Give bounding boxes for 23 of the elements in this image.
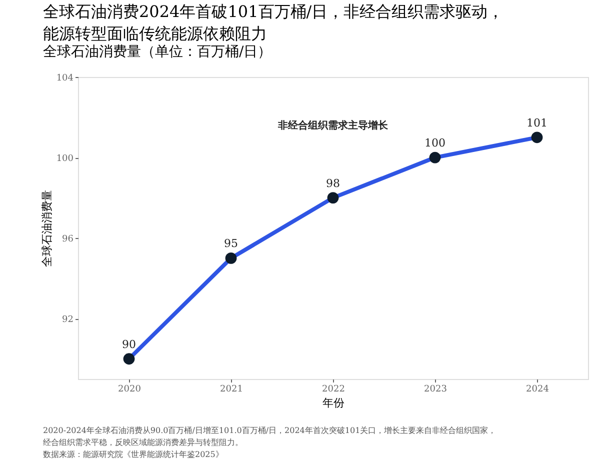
text: 能源转型面临传统能源依赖阻力	[43, 24, 267, 43]
data-label: 101	[526, 116, 548, 130]
data-label: 95	[224, 237, 238, 250]
data-label: 90	[122, 338, 136, 351]
y-tick-label: 100	[56, 154, 74, 164]
source-note: 数据来源：能源研究院《世界能源统计年鉴2025》	[43, 450, 224, 459]
x-tick-label: 2021	[220, 384, 243, 394]
text: 经合组织需求平稳，反映区域能源消费差异与转型阻力。	[43, 438, 243, 447]
text: 2020-2024年全球石油消费从90.0百万桶/日增至101.0百万桶/日，2024年首次突破101关口，增长主要来自非经合组织国家，	[43, 426, 496, 435]
x-tick-label: 2020	[118, 384, 142, 394]
annotation: 非经合组织需求主导增长	[277, 119, 389, 132]
y-axis-title: 全球石油消费量	[40, 190, 54, 267]
y-tick-label: 92	[62, 315, 74, 326]
y-tick-label: 104	[56, 74, 74, 84]
x-axis-title: 年份	[322, 396, 344, 410]
chart-subtitle: 全球石油消费量（单位：百万桶/日）	[43, 44, 272, 60]
text: 全球石油消费2024年首破101百万桶/日，非经合组织需求驱动，	[43, 2, 504, 21]
data-label: 100	[424, 136, 446, 150]
x-tick-label: 2023	[424, 384, 448, 394]
y-tick-label: 96	[62, 234, 74, 245]
x-tick-label: 2024	[526, 384, 550, 394]
x-tick-label: 2022	[322, 384, 345, 394]
data-label: 98	[326, 176, 340, 190]
